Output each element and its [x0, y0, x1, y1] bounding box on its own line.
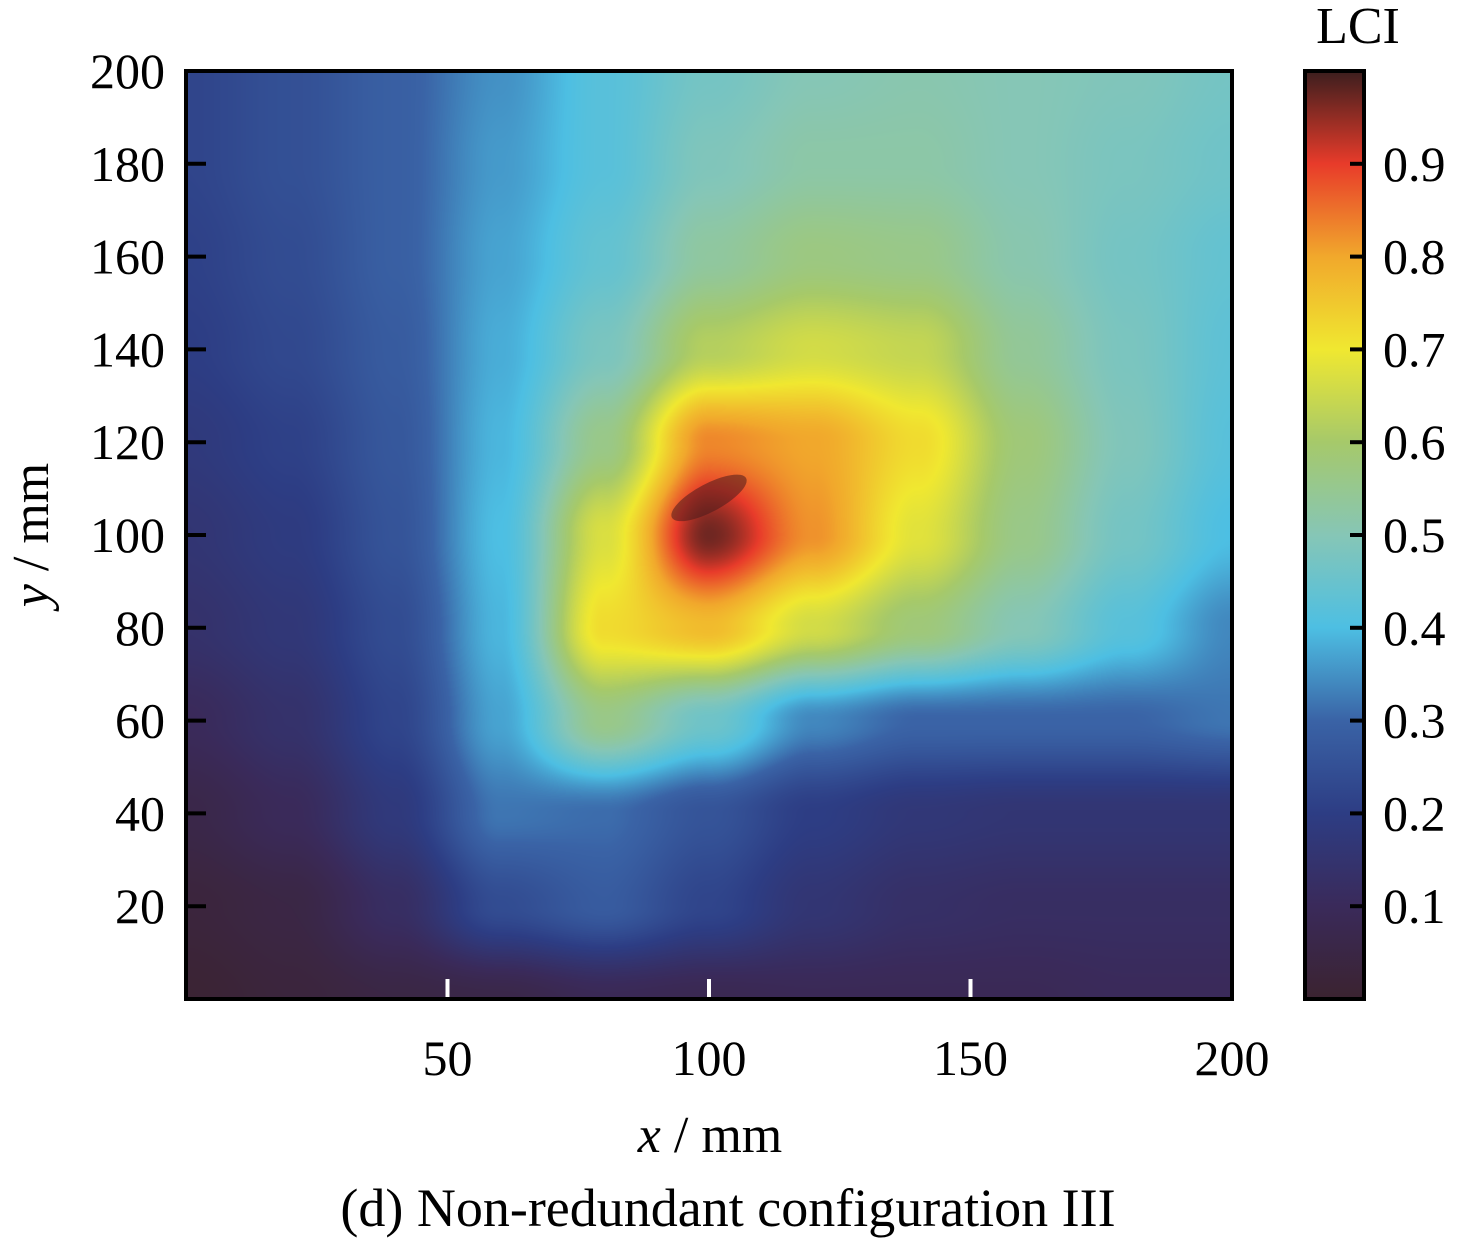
x-axis-label: x / mm: [637, 1107, 782, 1164]
y-tick-label: 120: [90, 414, 165, 470]
colorbar-tick-label: 0.6: [1383, 414, 1446, 470]
y-tick-label: 60: [115, 693, 165, 749]
x-tick-label: 100: [672, 1030, 747, 1086]
y-tick-label: 20: [115, 878, 165, 934]
colorbar-tick-label: 0.1: [1383, 878, 1446, 934]
y-tick-label: 40: [115, 785, 165, 841]
colorbar-title: LCI: [1316, 0, 1400, 55]
y-axis: 20 40 60 80 100 120 140 160 180 200: [90, 43, 206, 934]
colorbar-tick-label: 0.3: [1383, 693, 1446, 749]
colorbar-ticks: 0.1 0.2 0.3 0.4 0.5 0.6 0.7 0.8 0.9: [1350, 136, 1446, 934]
y-tick-label: 180: [90, 136, 165, 192]
y-axis-unit: / mm: [3, 463, 60, 584]
peak-marker: [671, 474, 747, 522]
x-tick-label: 50: [423, 1030, 473, 1086]
x-tick-label: 150: [933, 1030, 1008, 1086]
colorbar-tick-label: 0.2: [1383, 785, 1446, 841]
colorbar-tick-label: 0.8: [1383, 229, 1446, 285]
y-tick-label: 80: [115, 600, 165, 656]
y-tick-label: 160: [90, 229, 165, 285]
colorbar: 0.1 0.2 0.3 0.4 0.5 0.6 0.7 0.8 0.9 LCI: [1303, 0, 1446, 1001]
colorbar-tick-label: 0.7: [1383, 321, 1446, 377]
plot-frame: [184, 69, 1234, 1001]
y-axis-label: y / mm: [3, 463, 60, 612]
plot-area: [184, 69, 1234, 1001]
y-axis-variable: y: [3, 583, 60, 612]
y-tick-label: 140: [90, 321, 165, 377]
x-tick-label: 200: [1195, 1030, 1270, 1086]
heatmap-image: [186, 71, 1232, 999]
x-axis-variable: x: [637, 1107, 661, 1164]
x-axis-unit: / mm: [661, 1107, 782, 1164]
x-axis: 50 100 150 200: [423, 979, 1270, 1086]
colorbar-tick-label: 0.5: [1383, 507, 1446, 563]
figure-caption: (d) Non-redundant configuration III: [340, 1178, 1115, 1238]
y-tick-label: 100: [90, 507, 165, 563]
y-tick-label: 200: [90, 43, 165, 99]
colorbar-tick-label: 0.4: [1383, 600, 1446, 656]
colorbar-tick-label: 0.9: [1383, 136, 1446, 192]
